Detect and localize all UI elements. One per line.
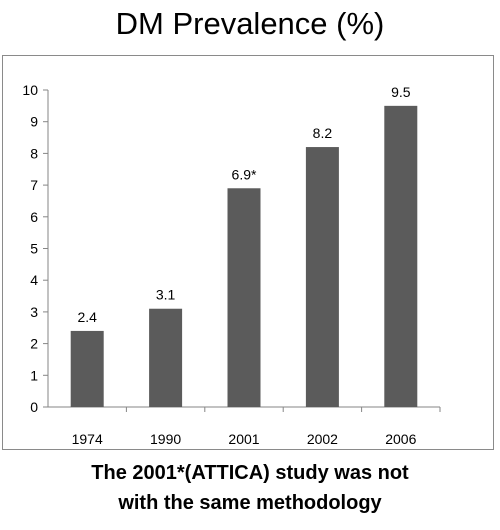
- y-tick-label: 3: [30, 304, 38, 320]
- bar: [227, 188, 261, 407]
- x-tick-label: 2001: [228, 431, 259, 447]
- caption-line-1: The 2001*(ATTICA) study was not: [91, 462, 409, 484]
- y-tick-label: 9: [30, 114, 38, 130]
- data-label: 2.4: [77, 309, 97, 325]
- data-label: 8.2: [313, 125, 333, 141]
- y-tick-label: 2: [30, 336, 38, 352]
- caption-line-2: with the same methodology: [118, 492, 382, 514]
- bar: [70, 330, 104, 407]
- y-tick-label: 4: [30, 272, 38, 288]
- x-tick-label-group: 1974 1990 2001 2002 2006: [72, 407, 441, 447]
- y-tick-label: 1: [30, 367, 38, 383]
- data-label: 3.1: [156, 287, 176, 303]
- y-tick-label: 7: [30, 177, 38, 193]
- bar: [149, 308, 183, 407]
- chart-frame: [2, 55, 494, 450]
- x-tick-label: 2006: [385, 431, 416, 447]
- y-tick-label: 0: [30, 399, 38, 415]
- x-tick-label: 1990: [150, 431, 181, 447]
- x-tick-label: 2002: [307, 431, 338, 447]
- bar: [305, 147, 339, 407]
- y-tick-label: 6: [30, 209, 38, 225]
- y-tick-label: 8: [30, 145, 38, 161]
- data-label: 6.9*: [232, 166, 257, 182]
- y-tick-label: 5: [30, 241, 38, 257]
- bar: [384, 105, 418, 407]
- data-label: 9.5: [391, 84, 411, 100]
- footnote-caption: The 2001*(ATTICA) study was not with the…: [0, 458, 500, 518]
- x-tick-label: 1974: [72, 431, 103, 447]
- y-tick-group: 0 1 2 3 4 5 6 7 8 9 10: [22, 82, 48, 415]
- bar-group: 2.4 3.1 6.9* 8.2 9.5: [70, 84, 418, 407]
- y-tick-label: 10: [22, 82, 38, 98]
- chart-title: DM Prevalence (%): [115, 6, 385, 41]
- bar-chart: 0 1 2 3 4 5 6 7 8 9 10 2.4 3.1 6.9* 8.2 9.5 1974 1990 20…: [22, 82, 441, 447]
